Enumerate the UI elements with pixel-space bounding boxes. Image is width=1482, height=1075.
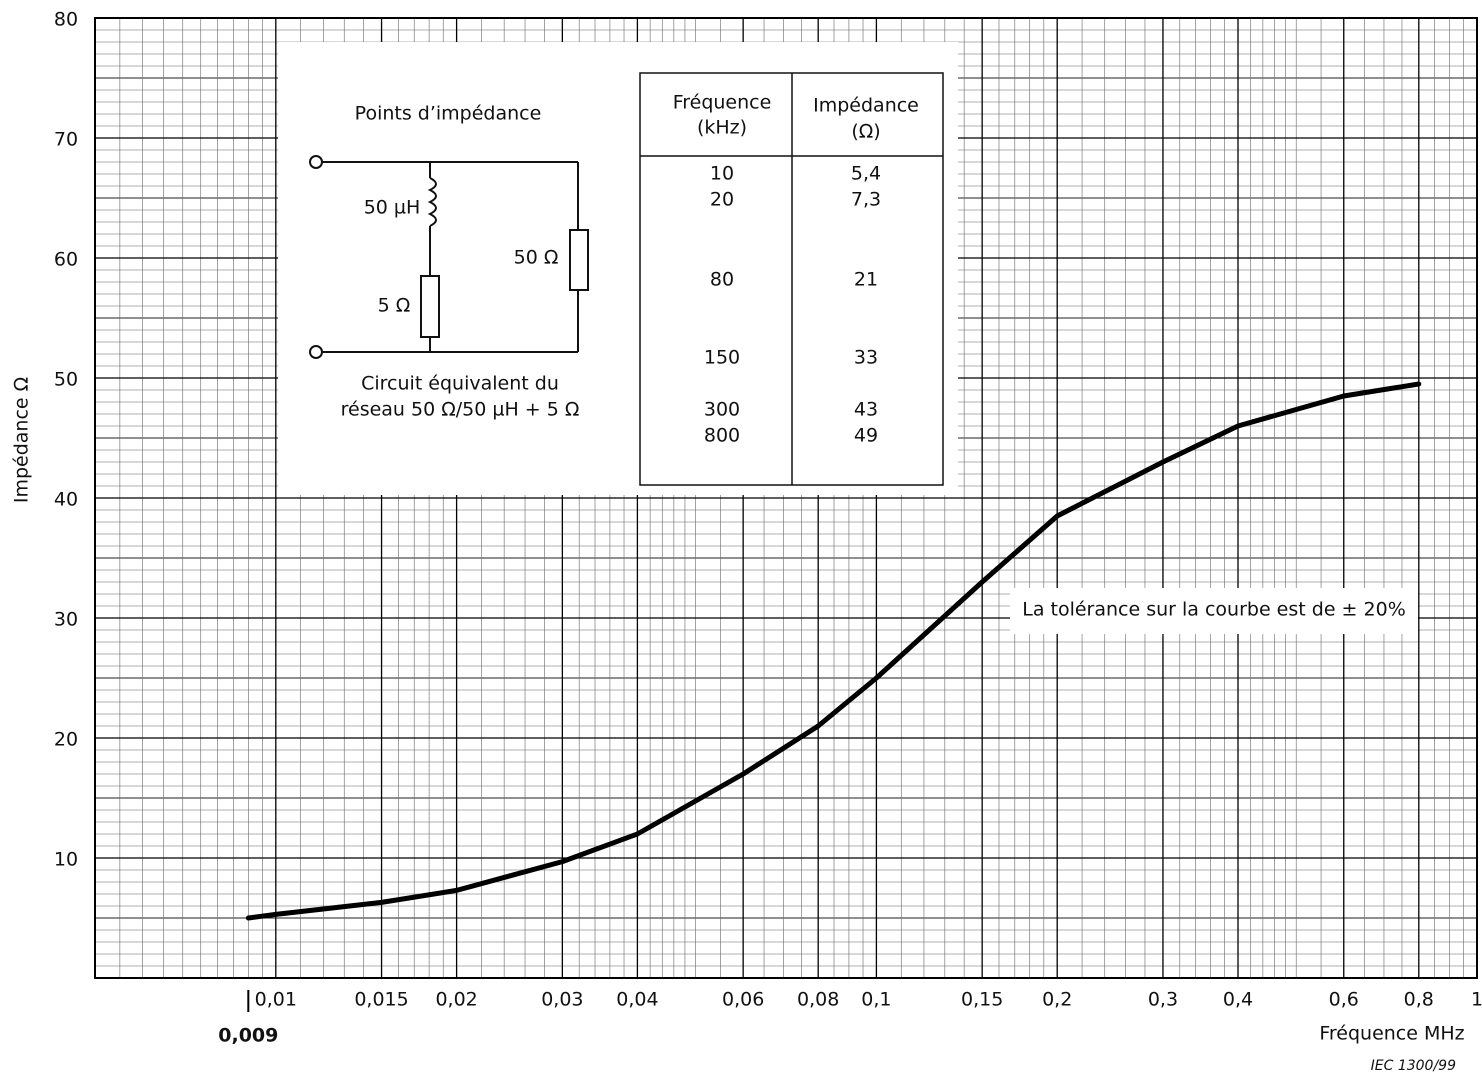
- x-tick-label: 1: [1471, 989, 1482, 1011]
- y-tick-label: 70: [54, 129, 78, 151]
- curve: [245, 381, 1422, 921]
- circuit-caption: Circuit équivalent du: [361, 373, 559, 395]
- source: IEC 1300/99: [1371, 1058, 1456, 1074]
- x-tick-label: 0,03: [541, 989, 583, 1011]
- table-cell: 80: [710, 269, 734, 291]
- table-header: (kHz): [697, 117, 747, 139]
- table-header: Impédance: [813, 95, 919, 117]
- x-tick-label: 0,01: [255, 989, 297, 1011]
- x-tick-label: 0,04: [616, 989, 658, 1011]
- table-cell: 7,3: [851, 189, 881, 211]
- table-cell: 43: [854, 399, 878, 421]
- y-tick-label: 40: [54, 489, 78, 511]
- inductor-label: 50 µH: [364, 197, 421, 219]
- start-label: 0,009: [218, 1025, 278, 1047]
- table-cell: 10: [710, 163, 734, 185]
- table-cell: 5,4: [851, 163, 881, 185]
- x-tick-label: 0,2: [1042, 989, 1072, 1011]
- y-axis-label: Impédance Ω: [11, 377, 33, 503]
- x-axis-label: Fréquence MHz: [1319, 1023, 1464, 1045]
- x-tick-label: 0,02: [435, 989, 477, 1011]
- x-tick-label: 0,8: [1404, 989, 1434, 1011]
- table-cell: 33: [854, 347, 878, 369]
- x-tick-label: 0,4: [1223, 989, 1253, 1011]
- circuit-drawing: [309, 155, 589, 359]
- y-tick-label: 20: [54, 729, 78, 751]
- table-cell: 20: [710, 189, 734, 211]
- table-cell: 49: [854, 425, 878, 447]
- x-tick-label: 0,15: [961, 989, 1003, 1011]
- y-tick-label: 30: [54, 609, 78, 631]
- table-header: Fréquence: [673, 92, 772, 114]
- annotation: La tolérance sur la courbe est de ± 20%: [1022, 599, 1406, 621]
- table-lines: [639, 72, 944, 486]
- circuit-title: Points d’impédance: [355, 103, 542, 125]
- x-tick-label: 0,08: [797, 989, 839, 1011]
- resistor-label: 5 Ω: [378, 295, 411, 317]
- table-cell: 150: [704, 347, 740, 369]
- table-cell: 800: [704, 425, 740, 447]
- inset: Points d’impédance 50 µH 5 Ω 50 Ω Circui…: [278, 42, 958, 495]
- x-tick-label: 0,3: [1148, 989, 1178, 1011]
- x-tick-label: 0,6: [1329, 989, 1359, 1011]
- x-tick-label: 0,015: [354, 989, 408, 1011]
- resistor-label: 50 Ω: [514, 247, 559, 269]
- marks: 10 20 30 40 50 60 70 80 0,01 0,015 0,02 0,03 0,04 0,0…: [54, 9, 1482, 1047]
- table: Fréquence (kHz) Impédance (Ω) 10 5,4 20 7,3 80 21…: [673, 92, 919, 447]
- circuit-caption: réseau 50 Ω/50 µH + 5 Ω: [341, 399, 580, 421]
- y-tick-label: 60: [54, 249, 78, 271]
- table-cell: 300: [704, 399, 740, 421]
- table-header: (Ω): [851, 121, 880, 143]
- y-tick-label: 10: [54, 849, 78, 871]
- y-tick-label: 80: [54, 9, 78, 31]
- x-tick-label: 0,1: [861, 989, 891, 1011]
- y-tick-label: 50: [54, 369, 78, 391]
- table-cell: 21: [854, 269, 878, 291]
- x-tick-label: 0,06: [722, 989, 764, 1011]
- inset-background: [278, 42, 958, 495]
- annotation-background: [1010, 588, 1418, 634]
